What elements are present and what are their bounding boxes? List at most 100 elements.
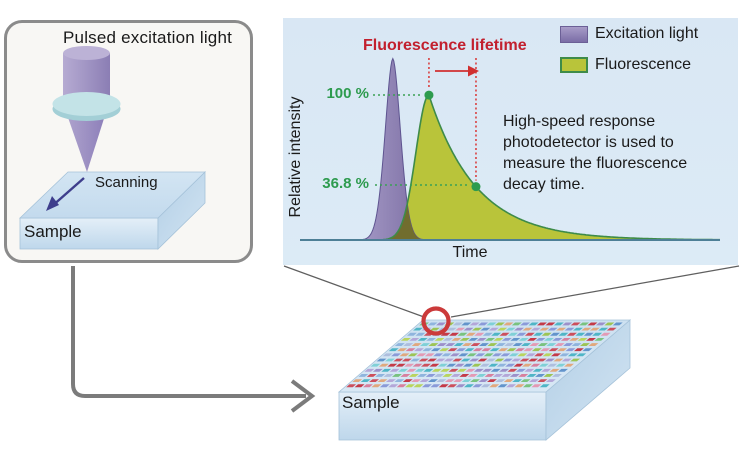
- scanning-arrow-head-icon: [46, 196, 59, 211]
- flim-pixel: [520, 379, 531, 382]
- flim-pixel: [404, 363, 415, 367]
- flim-pixel: [387, 363, 398, 367]
- flim-pixel: [466, 353, 477, 357]
- flim-pixel: [461, 322, 472, 326]
- flim-pixel: [583, 332, 594, 336]
- flim-pixel: [455, 384, 466, 388]
- flim-pixel: [478, 322, 488, 326]
- flim-pixel: [518, 338, 529, 341]
- flim-pixel: [499, 368, 509, 372]
- flim-pixel: [427, 322, 438, 326]
- flim-pixel: [446, 327, 457, 331]
- flim-pixel: [443, 338, 453, 341]
- flim-pixel: [418, 358, 429, 362]
- flim-pixel: [510, 338, 521, 341]
- flim-pixel: [487, 379, 497, 382]
- marker-368-label: 36.8 %: [322, 175, 369, 192]
- flim-pixel: [436, 379, 447, 382]
- flim-pixel: [417, 374, 428, 377]
- flim-pixel: [565, 348, 576, 352]
- flim-pixel: [595, 322, 606, 326]
- lifetime-chart: [300, 57, 720, 241]
- flim-pixel: [531, 348, 542, 352]
- flim-pixel: [399, 353, 410, 357]
- flim-pixel: [463, 327, 474, 331]
- flim-pixel: [536, 358, 547, 362]
- lifetime-arrow-head-icon: [468, 65, 479, 77]
- flim-pixel: [464, 384, 474, 388]
- flim-pixel: [369, 379, 379, 382]
- flim-pixel: [582, 348, 593, 352]
- flim-pixel: [375, 374, 386, 377]
- flim-pixel: [539, 384, 550, 388]
- flim-pixel: [486, 322, 497, 326]
- flim-pixel: [513, 363, 524, 367]
- flim-pixel: [363, 384, 373, 388]
- flim-pixel: [470, 343, 481, 346]
- flim-pixel: [529, 379, 539, 382]
- flim-pixel: [422, 384, 432, 388]
- flim-pixel: [547, 363, 558, 367]
- scanning-label: Scanning: [95, 174, 158, 191]
- flim-pixel: [581, 327, 592, 331]
- flim-pixel: [433, 353, 444, 357]
- flim-pixel: [555, 363, 566, 367]
- flim-pixel: [475, 353, 486, 357]
- flim-pixel: [594, 338, 605, 341]
- callout-line-left: [283, 265, 425, 318]
- flim-pixel: [476, 374, 487, 377]
- flim-pixel: [522, 363, 532, 367]
- flim-pixel: [514, 327, 524, 331]
- flim-pixel: [443, 358, 454, 362]
- flim-pixel: [472, 348, 483, 352]
- flim-pixel: [450, 353, 460, 357]
- flim-pixel: [493, 374, 503, 377]
- flim-pixel: [447, 348, 458, 352]
- stage-sample-label: Sample: [24, 222, 82, 241]
- legend-item-fluorescence: Fluorescence: [560, 56, 691, 74]
- flim-pixel: [403, 343, 414, 346]
- flim-pixel: [469, 358, 480, 362]
- flim-pixel: [545, 358, 555, 362]
- flim-pixel: [573, 327, 583, 331]
- legend-label-excitation: Excitation light: [595, 25, 699, 42]
- flim-pixel: [574, 348, 584, 352]
- flim-pixel-map: [346, 322, 623, 388]
- flim-pixel: [462, 343, 473, 346]
- flim-pixel: [470, 379, 480, 382]
- flim-pixel: [459, 338, 470, 341]
- flim-pixel: [489, 348, 500, 352]
- flim-pixel: [370, 363, 381, 367]
- flim-pixel: [546, 343, 557, 346]
- flim-pixel: [504, 343, 515, 346]
- flim-pixel: [561, 358, 572, 362]
- flim-pixel: [400, 338, 411, 341]
- flim-pixel: [544, 338, 554, 341]
- flim-pixel: [458, 353, 469, 357]
- flim-pixel: [530, 327, 541, 331]
- flim-pixel: [519, 358, 530, 362]
- legend-item-excitation: Excitation light: [560, 25, 698, 43]
- flim-pixel: [457, 332, 468, 336]
- flim-pixel: [430, 384, 441, 388]
- flim-pixel: [478, 379, 489, 382]
- flim-pixel: [454, 363, 465, 367]
- flim-pixel: [592, 332, 603, 336]
- flim-pixel: [588, 343, 599, 346]
- flim-pixel: [537, 322, 547, 326]
- flim-pixel: [600, 332, 611, 336]
- flim-pixel: [417, 338, 428, 341]
- flim-pixel: [366, 374, 377, 377]
- flim-pixel: [554, 343, 565, 346]
- flim-pixel: [494, 322, 505, 326]
- legend-swatch-fluorescence: [560, 57, 588, 73]
- flim-pixel: [402, 379, 413, 382]
- flim-pixel: [532, 368, 543, 372]
- lifetime-annotation: Fluorescence lifetime: [363, 37, 527, 54]
- flim-pixel: [422, 348, 433, 352]
- flim-pixel: [552, 374, 562, 377]
- flim-pixel: [354, 384, 365, 388]
- flim-pixel: [435, 358, 446, 362]
- flim-pixel: [447, 384, 458, 388]
